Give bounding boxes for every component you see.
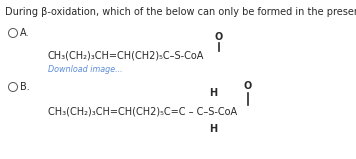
Text: A.: A. bbox=[20, 28, 30, 38]
Text: CH₃(CH₂)₃CH=CH(CH2)₅C–S-CoA: CH₃(CH₂)₃CH=CH(CH2)₅C–S-CoA bbox=[48, 50, 204, 60]
Text: Download image...: Download image... bbox=[48, 65, 122, 73]
Text: H: H bbox=[209, 124, 217, 134]
Text: O: O bbox=[244, 81, 252, 91]
Text: During β-oxidation, which of the below can only be formed in the presence of H₂O: During β-oxidation, which of the below c… bbox=[5, 7, 356, 17]
Text: O: O bbox=[215, 32, 223, 42]
Text: CH₃(CH₂)₃CH=CH(CH2)₅C=C – C–S-CoA: CH₃(CH₂)₃CH=CH(CH2)₅C=C – C–S-CoA bbox=[48, 106, 237, 116]
Text: B.: B. bbox=[20, 82, 30, 92]
Text: H: H bbox=[209, 88, 217, 98]
